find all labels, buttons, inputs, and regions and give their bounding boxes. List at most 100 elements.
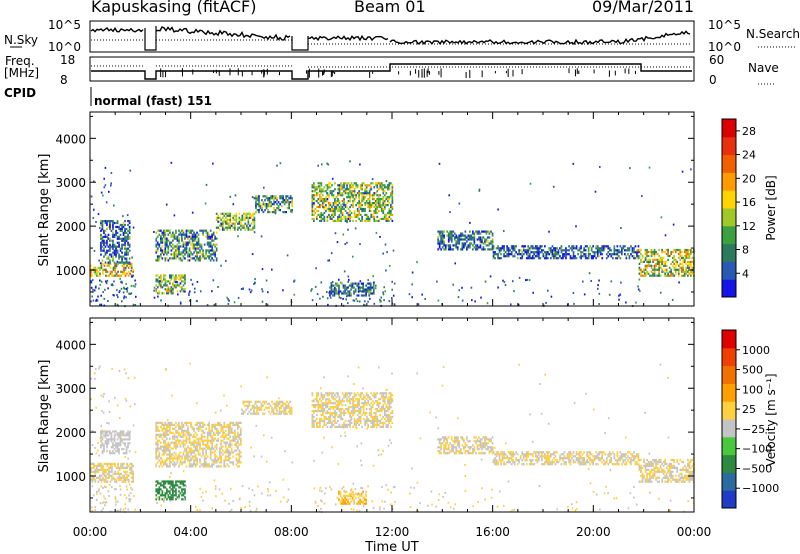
power-cell	[340, 219, 342, 222]
power-cell	[115, 274, 118, 277]
power-cell	[475, 230, 477, 233]
velocity-cell	[170, 480, 173, 483]
velocity-cell	[337, 404, 339, 407]
velocity-cell	[164, 441, 167, 444]
velocity-cell	[109, 430, 111, 433]
velocity-cell	[104, 432, 107, 435]
power-cell	[607, 245, 610, 248]
velocity-cell	[117, 470, 119, 473]
power-cell	[479, 246, 482, 249]
power-cell	[170, 249, 173, 252]
velocity-cell	[374, 411, 377, 415]
velocity-cell	[163, 423, 165, 426]
power-cell	[128, 257, 131, 260]
velocity-cell	[319, 398, 321, 401]
power-cell	[338, 219, 341, 222]
velocity-cell	[166, 459, 168, 462]
power-cell	[247, 226, 250, 229]
velocity-cell	[337, 402, 339, 405]
velocity-cell	[376, 421, 379, 424]
power-cell	[246, 224, 248, 227]
power-cell	[671, 274, 674, 277]
power-cell	[685, 262, 688, 265]
power-cell	[440, 236, 442, 239]
power-cell	[106, 257, 108, 260]
power-cell	[382, 198, 385, 201]
power-cell	[203, 243, 206, 246]
velocity-cell	[271, 400, 273, 403]
velocity-cell	[238, 435, 241, 438]
power-cell	[608, 249, 611, 252]
velocity-cell	[234, 429, 236, 432]
power-cell	[340, 186, 342, 189]
power-cell	[481, 236, 483, 239]
power-cell	[572, 245, 575, 248]
velocity-cell	[364, 400, 366, 403]
velocity-cell	[319, 406, 321, 409]
power-cell	[566, 249, 569, 252]
power-cell	[390, 182, 392, 185]
power-cell	[122, 237, 125, 240]
power-cell	[217, 216, 219, 219]
power-cell	[322, 202, 324, 205]
velocity-cell	[97, 476, 100, 479]
velocity-cell	[380, 417, 383, 421]
power-cell	[128, 225, 131, 229]
power-cell	[347, 182, 350, 185]
power-cell	[359, 204, 362, 207]
power-cell	[320, 211, 323, 215]
power-cell	[124, 268, 127, 271]
power-cell	[100, 247, 102, 250]
velocity-cell	[323, 404, 326, 407]
power-cell	[329, 217, 332, 220]
velocity-cell	[211, 429, 213, 432]
power-cell	[327, 259, 329, 262]
power-cell	[338, 294, 340, 297]
power-cell	[388, 209, 391, 213]
power-cell	[344, 288, 347, 290]
velocity-cell	[169, 482, 171, 485]
velocity-cell	[320, 392, 323, 395]
power-cell	[350, 196, 353, 199]
power-cell	[100, 241, 102, 244]
power-cell	[674, 266, 677, 269]
velocity-cell	[242, 400, 245, 403]
velocity-cell	[190, 463, 192, 466]
power-cell	[599, 253, 602, 256]
velocity-cell	[329, 406, 332, 409]
velocity-cell	[125, 438, 128, 441]
velocity-cell	[371, 425, 374, 428]
velocity-cell	[334, 421, 336, 424]
power-cell	[211, 235, 213, 238]
power-cell	[267, 291, 269, 294]
power-cell	[599, 249, 602, 252]
power-cell	[347, 207, 350, 211]
power-cell	[498, 257, 501, 260]
power-cell	[368, 292, 370, 295]
velocity-cell	[325, 423, 327, 426]
power-cell	[187, 235, 189, 238]
velocity-cell	[209, 429, 212, 432]
power-cell	[521, 251, 524, 254]
power-cell	[554, 253, 557, 256]
power-cell	[196, 251, 198, 254]
velocity-cell	[311, 421, 314, 424]
power-cell	[181, 253, 183, 256]
velocity-cell	[112, 430, 114, 433]
velocity-cell	[356, 398, 359, 401]
velocity-cell	[170, 488, 173, 491]
velocity-cell	[116, 432, 119, 435]
power-cell	[191, 283, 194, 286]
power-cell	[226, 218, 229, 221]
velocity-cell	[338, 413, 341, 417]
power-cell	[194, 259, 197, 262]
power-cell	[314, 211, 317, 215]
power-cell	[332, 219, 335, 222]
velocity-cell	[178, 486, 180, 489]
power-cell	[536, 255, 539, 258]
velocity-cell	[105, 478, 107, 481]
velocity-cell	[158, 490, 161, 493]
power-cell	[283, 199, 286, 202]
power-cell	[360, 282, 363, 285]
